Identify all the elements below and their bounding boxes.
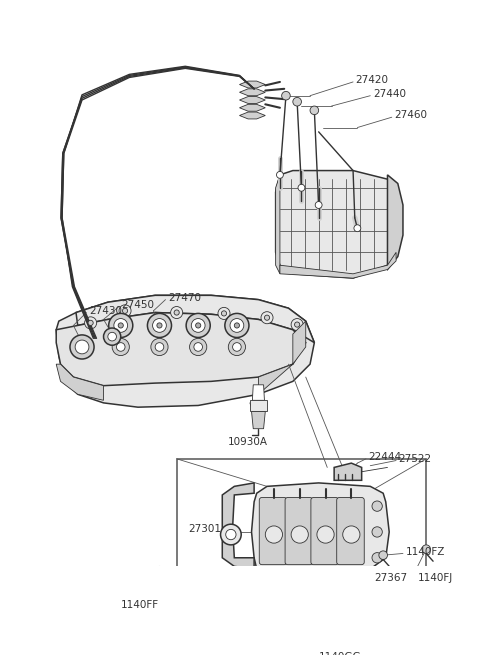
Circle shape bbox=[119, 305, 131, 317]
Circle shape bbox=[233, 343, 241, 351]
Text: 1140FZ: 1140FZ bbox=[406, 547, 445, 557]
Circle shape bbox=[230, 318, 244, 332]
Circle shape bbox=[147, 313, 171, 337]
Text: 22444: 22444 bbox=[369, 452, 402, 462]
Circle shape bbox=[151, 339, 168, 356]
Polygon shape bbox=[258, 321, 306, 394]
Circle shape bbox=[354, 225, 361, 232]
Circle shape bbox=[122, 309, 128, 313]
Circle shape bbox=[315, 202, 322, 208]
Polygon shape bbox=[276, 170, 396, 278]
FancyBboxPatch shape bbox=[311, 498, 338, 565]
Text: 27440: 27440 bbox=[373, 89, 406, 99]
Polygon shape bbox=[387, 175, 403, 269]
Circle shape bbox=[295, 322, 300, 327]
Circle shape bbox=[171, 307, 183, 318]
Circle shape bbox=[234, 323, 240, 328]
Circle shape bbox=[291, 318, 303, 331]
Circle shape bbox=[118, 323, 123, 328]
Circle shape bbox=[104, 328, 121, 345]
Polygon shape bbox=[240, 89, 265, 96]
Circle shape bbox=[70, 335, 94, 359]
Polygon shape bbox=[250, 400, 267, 411]
Circle shape bbox=[192, 318, 205, 332]
Circle shape bbox=[264, 315, 270, 320]
Circle shape bbox=[265, 526, 283, 543]
FancyBboxPatch shape bbox=[259, 498, 287, 565]
Circle shape bbox=[310, 106, 319, 115]
Text: 1140GG: 1140GG bbox=[319, 652, 361, 655]
Circle shape bbox=[422, 545, 431, 553]
Text: 27522: 27522 bbox=[399, 454, 432, 464]
Circle shape bbox=[221, 311, 227, 316]
Circle shape bbox=[261, 312, 273, 324]
Polygon shape bbox=[56, 312, 306, 386]
Polygon shape bbox=[222, 483, 254, 569]
Circle shape bbox=[225, 313, 249, 337]
Text: 27430: 27430 bbox=[89, 306, 122, 316]
Circle shape bbox=[228, 339, 245, 356]
Circle shape bbox=[343, 526, 360, 543]
Polygon shape bbox=[252, 385, 264, 400]
Circle shape bbox=[174, 310, 179, 315]
Circle shape bbox=[218, 307, 230, 320]
Circle shape bbox=[108, 332, 117, 341]
Text: 27460: 27460 bbox=[395, 111, 427, 121]
FancyBboxPatch shape bbox=[285, 498, 312, 565]
Circle shape bbox=[340, 627, 349, 635]
Text: 27367: 27367 bbox=[374, 572, 408, 582]
Polygon shape bbox=[240, 112, 265, 119]
Polygon shape bbox=[76, 295, 314, 343]
Text: 1140FF: 1140FF bbox=[121, 600, 159, 610]
Circle shape bbox=[220, 524, 241, 545]
Bar bbox=[177, 458, 426, 618]
Circle shape bbox=[226, 529, 236, 540]
Circle shape bbox=[114, 318, 128, 332]
Polygon shape bbox=[240, 81, 265, 88]
Polygon shape bbox=[280, 252, 396, 278]
Circle shape bbox=[372, 501, 382, 512]
Text: 27301: 27301 bbox=[188, 525, 221, 534]
Circle shape bbox=[282, 92, 290, 100]
Polygon shape bbox=[334, 463, 361, 480]
Circle shape bbox=[276, 172, 283, 178]
Circle shape bbox=[112, 339, 129, 356]
Circle shape bbox=[84, 317, 96, 329]
Circle shape bbox=[298, 184, 305, 191]
Circle shape bbox=[194, 343, 203, 351]
Circle shape bbox=[372, 527, 382, 537]
Circle shape bbox=[117, 343, 125, 351]
FancyBboxPatch shape bbox=[336, 498, 364, 565]
Circle shape bbox=[157, 323, 162, 328]
Polygon shape bbox=[276, 175, 280, 274]
Circle shape bbox=[190, 339, 207, 356]
Polygon shape bbox=[252, 483, 389, 578]
Text: 10930A: 10930A bbox=[228, 437, 268, 447]
Text: 27420: 27420 bbox=[356, 75, 389, 85]
Circle shape bbox=[155, 343, 164, 351]
Circle shape bbox=[196, 323, 201, 328]
Text: 1140FJ: 1140FJ bbox=[418, 572, 453, 582]
Text: 27470: 27470 bbox=[168, 293, 201, 303]
Polygon shape bbox=[56, 364, 104, 400]
Circle shape bbox=[88, 320, 93, 326]
Circle shape bbox=[108, 313, 133, 337]
Circle shape bbox=[293, 98, 301, 106]
Circle shape bbox=[75, 340, 89, 354]
Circle shape bbox=[291, 526, 308, 543]
Text: 27450: 27450 bbox=[121, 300, 155, 310]
Polygon shape bbox=[56, 295, 314, 407]
Circle shape bbox=[379, 551, 387, 559]
Circle shape bbox=[153, 318, 167, 332]
Polygon shape bbox=[240, 104, 265, 111]
Polygon shape bbox=[252, 411, 265, 429]
Circle shape bbox=[372, 553, 382, 563]
Circle shape bbox=[155, 567, 164, 575]
Circle shape bbox=[186, 313, 210, 337]
Circle shape bbox=[317, 526, 334, 543]
Polygon shape bbox=[240, 96, 265, 103]
